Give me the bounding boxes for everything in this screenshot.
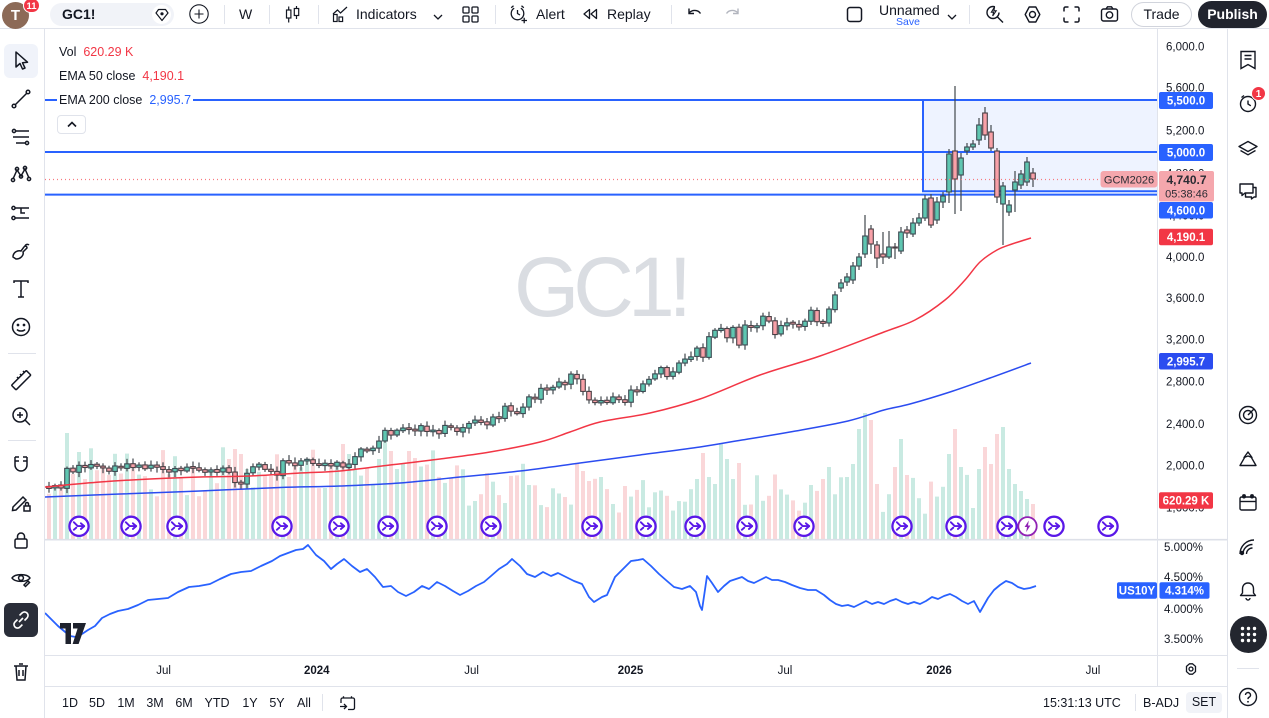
svg-text:2,400.0: 2,400.0	[1166, 419, 1204, 431]
svg-text:5,000.0: 5,000.0	[1167, 148, 1205, 160]
svg-text:Jul: Jul	[464, 665, 479, 677]
svg-text:5,600.0: 5,600.0	[1166, 83, 1204, 95]
svg-text:2026: 2026	[926, 665, 952, 677]
svg-text:2025: 2025	[618, 665, 644, 677]
svg-text:2024: 2024	[304, 665, 330, 677]
svg-text:4,190.1: 4,190.1	[1167, 232, 1206, 244]
svg-text:4,000.0: 4,000.0	[1166, 252, 1204, 264]
svg-text:3,200.0: 3,200.0	[1166, 334, 1204, 346]
svg-text:5,200.0: 5,200.0	[1166, 126, 1204, 138]
svg-text:2,995.7: 2,995.7	[1167, 356, 1205, 368]
svg-text:2,000.0: 2,000.0	[1166, 460, 1204, 472]
svg-text:4.500%: 4.500%	[1164, 572, 1203, 584]
svg-text:2,800.0: 2,800.0	[1166, 376, 1204, 388]
svg-text:Jul: Jul	[156, 665, 171, 677]
svg-text:3,600.0: 3,600.0	[1166, 293, 1204, 305]
svg-text:4,740.7: 4,740.7	[1166, 173, 1206, 187]
svg-text:US10Y: US10Y	[1119, 585, 1156, 597]
svg-text:GCM2026: GCM2026	[1104, 175, 1154, 187]
svg-text:5,500.0: 5,500.0	[1167, 96, 1205, 108]
svg-text:GC1!: GC1!	[514, 240, 686, 334]
svg-text:3.500%: 3.500%	[1164, 634, 1203, 646]
svg-text:4.314%: 4.314%	[1165, 585, 1204, 597]
svg-text:Jul: Jul	[1086, 665, 1101, 677]
svg-text:Jul: Jul	[778, 665, 793, 677]
svg-text:620.29 K: 620.29 K	[1163, 496, 1210, 508]
svg-text:4.000%: 4.000%	[1164, 604, 1203, 616]
svg-text:5.000%: 5.000%	[1164, 542, 1203, 554]
svg-text:4,600.0: 4,600.0	[1167, 205, 1205, 217]
svg-text:6,000.0: 6,000.0	[1166, 42, 1204, 54]
svg-text:05:38:46: 05:38:46	[1165, 189, 1208, 201]
